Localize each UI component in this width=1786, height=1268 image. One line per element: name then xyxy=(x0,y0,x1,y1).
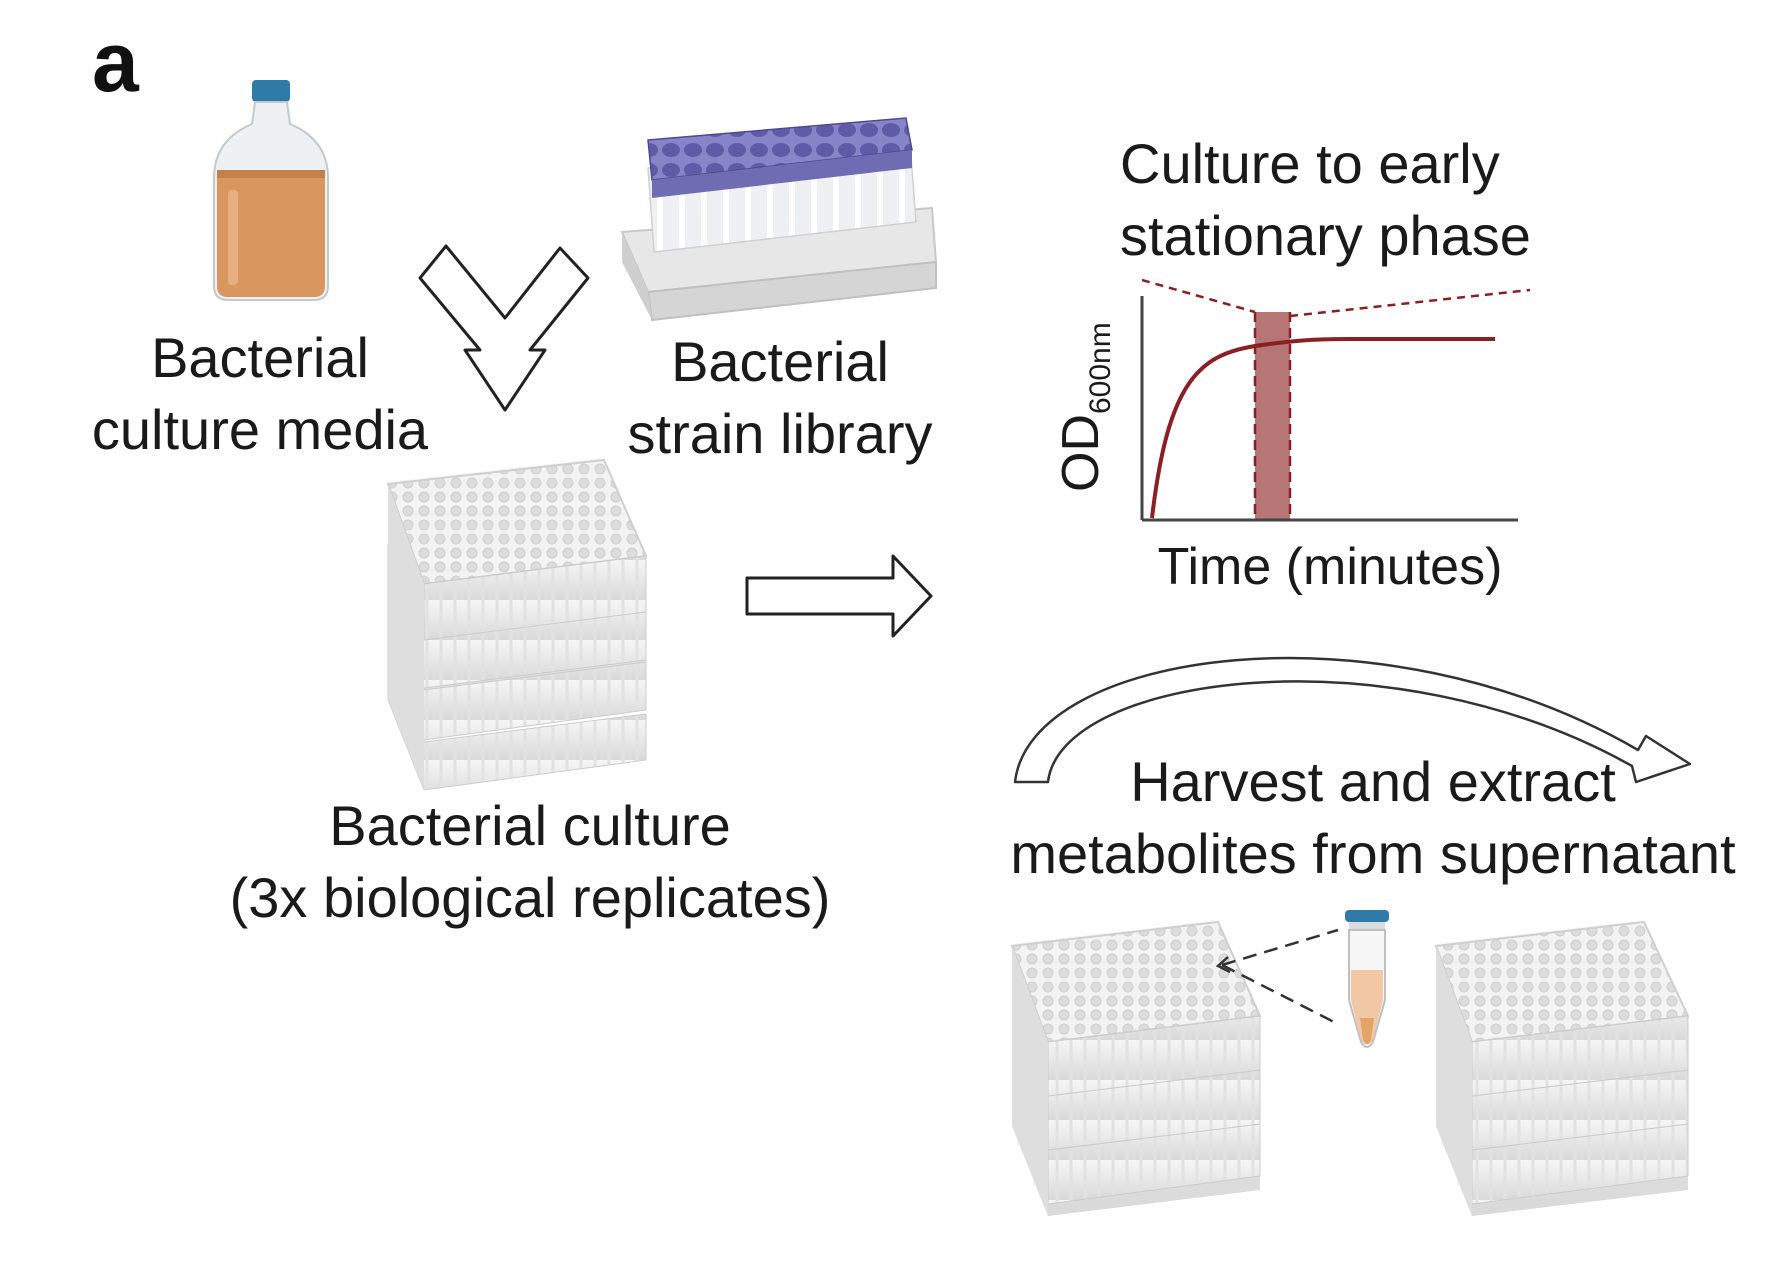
harvest-label-line1: Harvest and extract xyxy=(1130,750,1616,813)
stationary-label-line1: Culture to early xyxy=(1120,132,1500,195)
media-label-line1: Bacterial xyxy=(151,326,369,389)
culture-plates-stack-icon xyxy=(386,458,648,791)
strain-library-rack-icon xyxy=(620,117,938,322)
growth-curve-plot: OD600nm xyxy=(1052,278,1531,522)
merge-arrow-icon xyxy=(418,244,590,412)
stationary-label-line2: stationary phase xyxy=(1120,203,1531,267)
stationary-label: Culture to early stationary phase xyxy=(1120,128,1600,271)
library-label-line1: Bacterial xyxy=(671,330,889,393)
zoom-guide-left xyxy=(1141,278,1256,314)
culture-media-bottle-icon xyxy=(213,80,329,301)
harvest-plates-stack-right-icon xyxy=(1434,920,1690,1216)
microcentrifuge-tube-icon xyxy=(1215,910,1389,1048)
y-axis-label: OD600nm xyxy=(1052,322,1117,492)
harvest-label: Harvest and extract metabolites from sup… xyxy=(978,746,1768,889)
library-label-line2: strain library xyxy=(627,401,933,465)
culture-label-line2: (3x biological replicates) xyxy=(229,865,831,929)
media-label: Bacterial culture media xyxy=(60,322,460,465)
panel-letter: a xyxy=(92,15,139,109)
right-arrow-icon xyxy=(745,554,933,638)
culture-label-line1: Bacterial culture xyxy=(329,794,731,857)
library-label: Bacterial strain library xyxy=(590,326,970,469)
zoom-guide-right xyxy=(1289,288,1531,318)
growth-curve xyxy=(1150,337,1495,519)
harvest-plates-stack-left-icon xyxy=(1010,920,1262,1216)
media-label-line2: culture media xyxy=(91,397,429,461)
x-axis-label: Time (minutes) xyxy=(1157,538,1503,596)
culture-label: Bacterial culture (3x biological replica… xyxy=(190,790,870,933)
harvest-label-line2: metabolites from supernatant xyxy=(1010,821,1736,885)
curved-arrow-icon xyxy=(1013,656,1692,784)
